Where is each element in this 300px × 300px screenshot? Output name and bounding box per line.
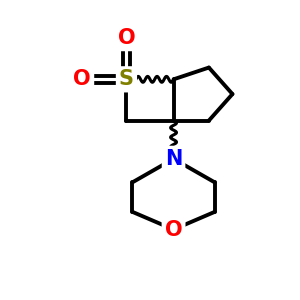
Text: O: O (74, 69, 91, 89)
Text: O: O (118, 28, 135, 48)
Text: S: S (119, 69, 134, 89)
Text: O: O (165, 220, 182, 239)
Text: N: N (165, 149, 182, 169)
